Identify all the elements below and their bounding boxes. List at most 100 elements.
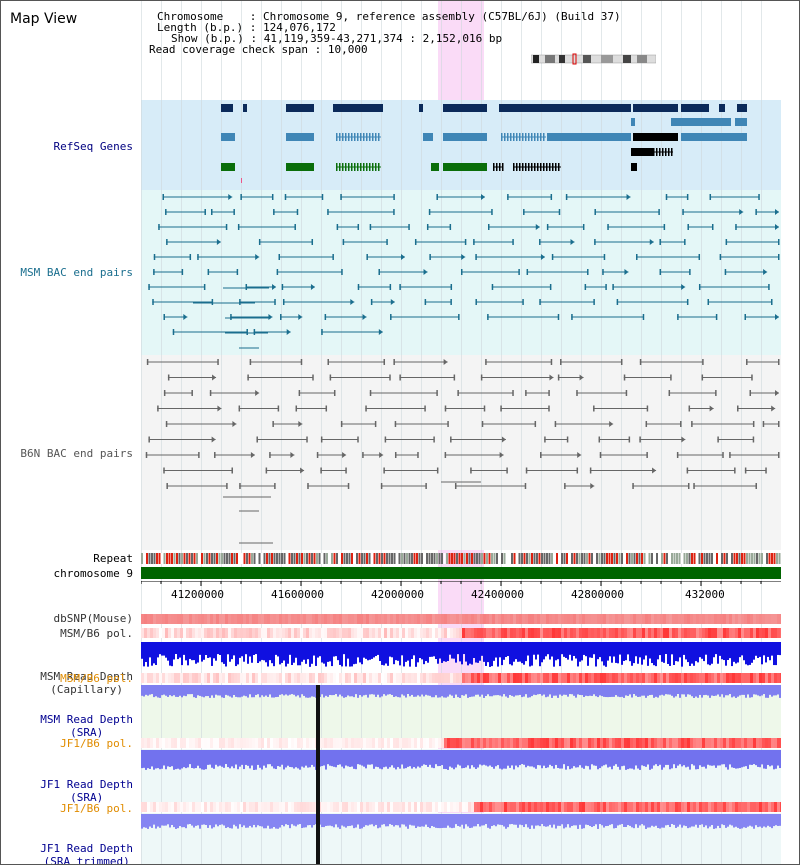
heat-cell [171, 628, 174, 638]
repeat-element [346, 553, 348, 564]
depth-bar [487, 750, 489, 766]
depth-bar [189, 642, 191, 659]
depth-bar [269, 814, 271, 829]
msm-b6-pol2-heatmap[interactable] [141, 673, 781, 683]
depth-bar [737, 750, 739, 768]
heat-cell [381, 738, 384, 748]
depth-bar [165, 814, 167, 826]
heat-cell [288, 614, 291, 624]
depth-bar [681, 642, 683, 667]
depth-bar [229, 685, 231, 697]
heat-cell [180, 738, 183, 748]
heat-cell [378, 614, 381, 624]
msm-depth-sra-chart[interactable] [141, 685, 781, 739]
depth-bar [313, 642, 315, 656]
heat-cell [147, 673, 150, 683]
heat-cell [207, 802, 210, 812]
bac-end [166, 421, 168, 427]
depth-bar [251, 685, 253, 697]
depth-bar [265, 814, 267, 828]
bac-end [768, 284, 770, 290]
heat-cell [672, 738, 675, 748]
bac-end-arrow [212, 437, 216, 443]
repeat-element [594, 553, 596, 564]
heat-cell [399, 802, 402, 812]
chromosome-ideogram[interactable] [531, 53, 656, 65]
dbsnp-heatmap[interactable] [141, 614, 781, 624]
depth-bar [373, 642, 375, 657]
repeat-element [374, 553, 376, 564]
depth-bar [733, 814, 735, 828]
chromosome-bar[interactable] [141, 567, 781, 579]
jf1-b6-pol-heatmap[interactable] [141, 738, 781, 748]
depth-bar [637, 685, 639, 697]
depth-bar [153, 750, 155, 770]
depth-bar [185, 685, 187, 696]
depth-bar [515, 642, 517, 659]
depth-bar [769, 642, 771, 660]
heat-cell [429, 802, 432, 812]
gene-exon [513, 163, 515, 171]
msm-bac-end-pairs-track[interactable] [141, 190, 781, 355]
depth-bar [573, 750, 575, 766]
bac-end [687, 194, 689, 200]
heat-cell [306, 628, 309, 638]
bac-end [283, 299, 285, 305]
heat-cell [720, 614, 723, 624]
heat-cell [372, 738, 375, 748]
depth-bar [757, 642, 759, 658]
bac-end [691, 421, 693, 427]
b6n-bac-end-pairs-track[interactable] [141, 355, 781, 550]
heat-cell [225, 802, 228, 812]
depth-bar [531, 685, 533, 696]
depth-bar [257, 814, 259, 825]
depth-bar [457, 642, 459, 654]
depth-bar [757, 814, 759, 827]
depth-bar [541, 685, 543, 696]
depth-bar [655, 814, 657, 826]
depth-bar [421, 750, 423, 766]
depth-bar [569, 642, 571, 655]
depth-bar [749, 814, 751, 826]
heat-cell [321, 802, 324, 812]
depth-bar [743, 685, 745, 695]
depth-bar [683, 750, 685, 765]
heat-cell [375, 802, 378, 812]
jf1-b6-pol2-heatmap[interactable] [141, 802, 781, 812]
repeat-element [679, 553, 681, 564]
heat-cell [243, 802, 246, 812]
depth-bar [147, 685, 149, 696]
depth-bar [557, 750, 559, 768]
depth-bar [347, 642, 349, 659]
gene-exon [342, 163, 344, 171]
depth-bar [441, 750, 443, 765]
repeat-element [521, 553, 523, 564]
refseq-genes-track[interactable] [141, 100, 781, 190]
jf1-depth-trim-chart[interactable] [141, 814, 781, 865]
jf1-depth-sra-chart[interactable] [141, 750, 781, 802]
bac-end [491, 209, 493, 215]
msm-b6-pol-heatmap[interactable] [141, 628, 781, 638]
heat-cell [753, 673, 756, 683]
depth-bar [493, 685, 495, 695]
msm-depth-capillary-chart[interactable] [141, 642, 781, 668]
bac-end-arrow [287, 329, 291, 335]
depth-bar [267, 685, 269, 697]
heat-cell [735, 738, 738, 748]
depth-bar [427, 642, 429, 663]
depth-bar [431, 685, 433, 697]
bac-end-arrow [580, 375, 584, 381]
depth-bar [633, 750, 635, 770]
depth-bar [583, 642, 585, 655]
depth-bar [411, 642, 413, 659]
heat-cell [447, 614, 450, 624]
depth-bar [721, 814, 723, 824]
heat-cell [441, 614, 444, 624]
heat-cell [474, 673, 477, 683]
repeat-track[interactable] [141, 553, 781, 564]
depth-bar [411, 814, 413, 825]
heat-cell [642, 738, 645, 748]
depth-bar [707, 750, 709, 765]
depth-bar [191, 750, 193, 768]
depth-bar [675, 814, 677, 828]
